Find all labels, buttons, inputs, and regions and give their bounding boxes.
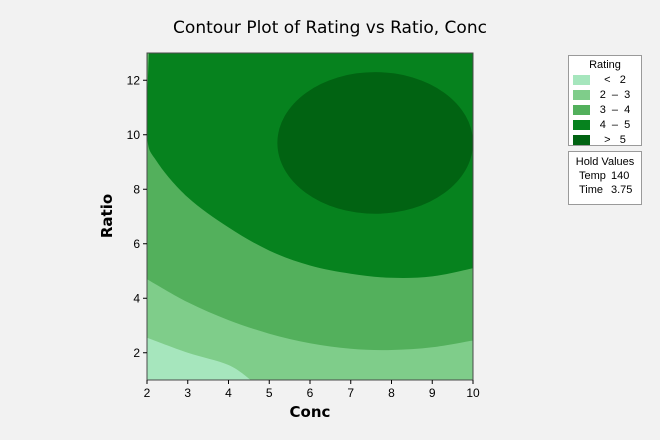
- legend-swatch: [573, 135, 590, 145]
- x-tick-label: 4: [225, 386, 232, 400]
- hold-value-name: Time: [579, 184, 604, 196]
- y-tick-label: 10: [127, 128, 141, 142]
- y-tick-label: 6: [133, 237, 140, 251]
- contour-region-gt5: [277, 72, 473, 214]
- x-tick-label: 5: [266, 386, 273, 400]
- hold-value-name: Temp: [579, 170, 606, 182]
- hold-values-box: Hold Values Temp 140 Time 3.75: [568, 151, 642, 205]
- x-axis-title: Conc: [290, 403, 331, 421]
- x-tick-label: 8: [388, 386, 395, 400]
- hold-values-title: Hold Values: [575, 156, 635, 168]
- y-tick-label: 4: [133, 291, 140, 305]
- x-tick-label: 2: [144, 386, 151, 400]
- legend-label: < 2: [604, 74, 626, 86]
- legend-label: 2 – 3: [599, 89, 631, 101]
- y-tick-label: 2: [133, 346, 140, 360]
- y-axis-title: Ratio: [98, 194, 116, 238]
- plot-area: [147, 53, 473, 380]
- legend-item: < 2: [569, 73, 641, 87]
- x-tick-label: 3: [184, 386, 191, 400]
- legend-item: 2 – 3: [569, 88, 641, 102]
- legend-swatch: [573, 120, 590, 130]
- legend-label: 4 – 5: [599, 119, 631, 131]
- legend-title: Rating: [589, 59, 621, 71]
- legend: Rating < 2 2 – 3 3 – 4 4 – 5 > 5: [568, 55, 642, 146]
- hold-value-row: Time 3.75: [569, 183, 641, 197]
- x-tick-label: 10: [466, 386, 480, 400]
- legend-item: 3 – 4: [569, 103, 641, 117]
- legend-swatch: [573, 90, 590, 100]
- axes: 2 3 4 5 6 7 8 9 10 2 4 6 8 10 12: [127, 52, 480, 400]
- legend-item: > 5: [569, 133, 641, 147]
- hold-value-row: Temp 140: [569, 169, 641, 183]
- legend-swatch: [573, 75, 590, 85]
- legend-swatch: [573, 105, 590, 115]
- hold-value-number: 3.75: [611, 184, 633, 196]
- x-tick-label: 6: [307, 386, 314, 400]
- legend-label: 3 – 4: [599, 104, 631, 116]
- y-tick-label: 8: [133, 182, 140, 196]
- hold-value-number: 140: [611, 170, 630, 182]
- x-tick-label: 7: [347, 386, 354, 400]
- legend-label: > 5: [604, 134, 626, 146]
- legend-item: 4 – 5: [569, 118, 641, 132]
- chart-title: Contour Plot of Rating vs Ratio, Conc: [173, 18, 487, 38]
- x-tick-label: 9: [429, 386, 436, 400]
- y-tick-label: 12: [127, 73, 141, 87]
